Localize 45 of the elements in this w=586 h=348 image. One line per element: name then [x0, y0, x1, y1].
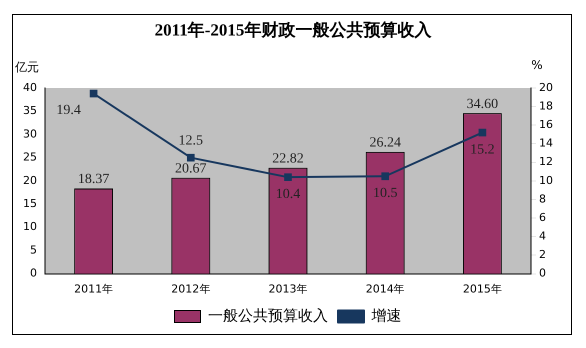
y2-tick-label: 4 — [539, 230, 546, 242]
data-label: 10.5 — [372, 186, 398, 201]
y2-tick-label: 12 — [539, 155, 554, 168]
point — [381, 172, 390, 180]
data-label: 22.82 — [272, 151, 304, 166]
data-label: 20.67 — [175, 161, 207, 176]
data-label: 18.37 — [78, 172, 110, 188]
data-label: 34.60 — [466, 96, 498, 112]
data-label: 15.2 — [470, 142, 495, 158]
point — [186, 154, 195, 162]
point — [478, 128, 486, 136]
x-tick-label: 2011年 — [74, 282, 114, 296]
legend-label: 一般公共预算收入 — [208, 306, 328, 324]
y-axis-title: 亿元 — [14, 60, 39, 74]
x-tick-label: 2015年 — [462, 282, 502, 296]
y-tick-label: 5 — [30, 243, 37, 256]
chart-title: 2011年-2015年财政一般公共预算收入 — [154, 20, 432, 40]
y2-axis-title: % — [531, 58, 543, 72]
point — [284, 173, 292, 182]
y2-tick-label: 10 — [539, 174, 554, 187]
y2-tick-label: 18 — [539, 99, 554, 112]
y2-tick-label: 2 — [539, 248, 546, 262]
y2-tick-label: 6 — [539, 210, 546, 224]
data-label: 26.24 — [369, 136, 401, 151]
x-tick-label: 2014年 — [366, 282, 405, 296]
y-tick-label: 20 — [22, 174, 37, 187]
y2-tick-label: 14 — [539, 136, 554, 150]
y2-tick-label: 20 — [539, 80, 554, 94]
y-tick-label: 0 — [30, 266, 37, 280]
y-tick-label: 40 — [22, 80, 37, 94]
y-tick-label: 30 — [22, 127, 37, 140]
data-label: 12.5 — [178, 133, 204, 148]
legend-label: 增速 — [370, 306, 402, 324]
x-tick-label: 2013年 — [268, 282, 308, 296]
y-tick-label: 10 — [22, 220, 37, 234]
y2-tick-label: 16 — [539, 118, 554, 132]
y-tick-label: 35 — [22, 104, 37, 118]
y2-tick-label: 8 — [539, 192, 546, 206]
data-label: 10.4 — [276, 186, 300, 202]
y2-tick-label: 0 — [539, 266, 546, 280]
x-tick-label: 2012年 — [171, 282, 210, 296]
y-tick-label: 25 — [22, 150, 37, 164]
y-tick-label: 15 — [22, 196, 37, 210]
point — [90, 90, 98, 98]
data-label: 19.4 — [56, 103, 81, 118]
